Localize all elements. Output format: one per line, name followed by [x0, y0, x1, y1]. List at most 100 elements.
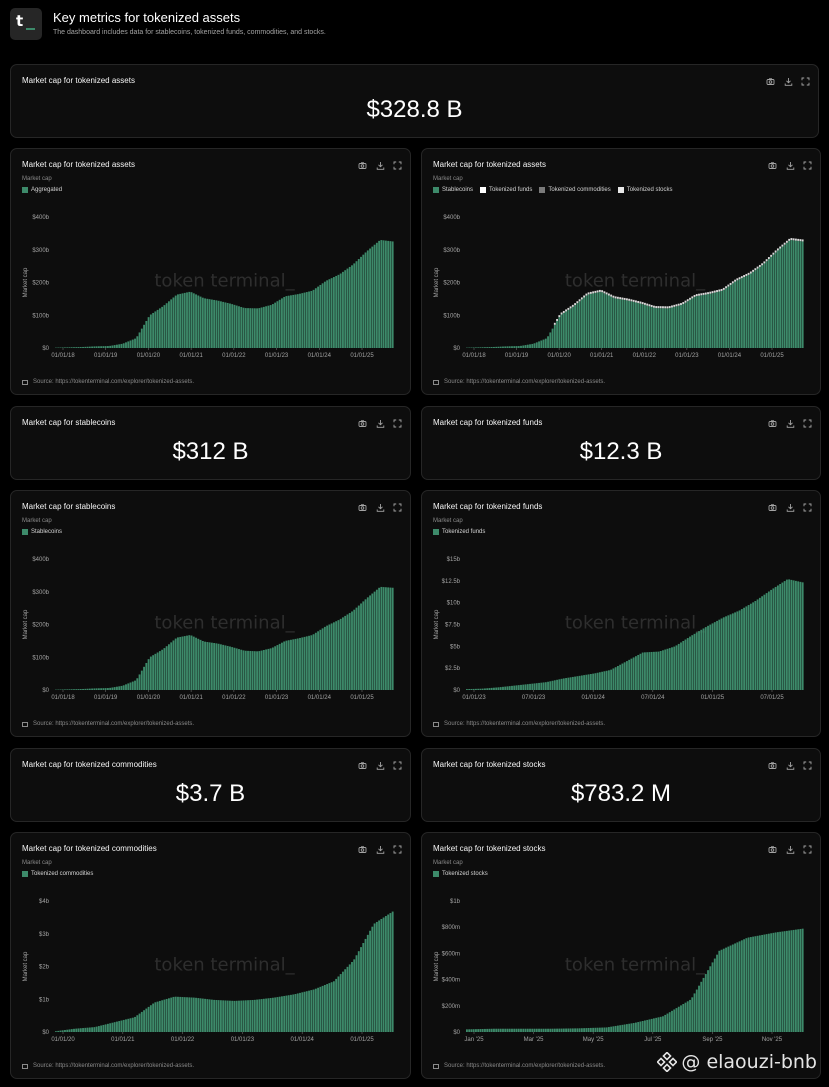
chart-bar[interactable]	[725, 616, 727, 690]
chart-bar[interactable]	[267, 998, 270, 1032]
chart-bar[interactable]	[136, 1015, 139, 1032]
chart-bar[interactable]	[756, 268, 759, 348]
chart-bar[interactable]	[517, 1028, 520, 1032]
chart-bar[interactable]	[639, 303, 642, 348]
chart-bar[interactable]	[172, 996, 175, 1032]
chart-bar[interactable]	[122, 1019, 125, 1032]
chart-bar[interactable]	[639, 1021, 642, 1032]
chart-bar[interactable]	[312, 289, 315, 348]
chart-bar[interactable]	[143, 324, 145, 348]
camera-icon[interactable]	[768, 419, 777, 428]
chart-bar[interactable]	[774, 586, 777, 690]
chart-bar[interactable]	[294, 638, 297, 690]
chart-bar[interactable]	[644, 1020, 646, 1032]
chart-bar[interactable]	[163, 648, 166, 690]
chart-bar[interactable]	[335, 978, 338, 1032]
chart-bar[interactable]	[206, 298, 209, 348]
stacked-bar-segment[interactable]	[587, 292, 590, 295]
chart-bar[interactable]	[344, 270, 347, 348]
chart-bar[interactable]	[758, 266, 761, 348]
chart-bar[interactable]	[797, 929, 800, 1032]
chart-bar[interactable]	[70, 689, 73, 690]
chart-bar[interactable]	[256, 999, 258, 1032]
stacked-bar-segment[interactable]	[767, 257, 770, 260]
chart-bar[interactable]	[106, 346, 109, 348]
chart-bar[interactable]	[470, 1029, 473, 1032]
chart-bar[interactable]	[224, 645, 227, 690]
chart-bar[interactable]	[648, 652, 651, 690]
chart-bar[interactable]	[616, 298, 619, 348]
chart-bar[interactable]	[504, 346, 507, 348]
chart-bar[interactable]	[238, 649, 240, 690]
chart-bar[interactable]	[120, 343, 123, 348]
stacked-bar-segment[interactable]	[662, 306, 664, 309]
chart-bar[interactable]	[621, 1024, 624, 1032]
chart-bar[interactable]	[321, 985, 324, 1032]
chart-bar[interactable]	[515, 346, 518, 348]
chart-bar[interactable]	[484, 688, 486, 690]
chart-bar[interactable]	[190, 292, 193, 348]
chart-bar[interactable]	[583, 675, 586, 690]
chart-bar[interactable]	[77, 1028, 80, 1032]
chart-bar[interactable]	[129, 1018, 132, 1032]
stacked-bar-segment[interactable]	[671, 305, 673, 308]
chart-bar[interactable]	[389, 241, 392, 348]
chart-bar[interactable]	[152, 1003, 155, 1032]
stacked-bar-segment[interactable]	[677, 303, 680, 306]
chart-bar[interactable]	[612, 1026, 615, 1032]
chart-bar[interactable]	[312, 634, 315, 690]
stacked-bar-segment[interactable]	[686, 299, 689, 302]
chart-bar[interactable]	[149, 314, 152, 348]
chart-bar[interactable]	[362, 601, 365, 690]
chart-bar[interactable]	[231, 647, 234, 690]
chart-bar[interactable]	[727, 286, 730, 348]
stacked-bar-segment[interactable]	[752, 269, 755, 272]
chart-bar[interactable]	[222, 301, 225, 348]
chart-bar[interactable]	[540, 682, 543, 690]
chart-bar[interactable]	[82, 346, 84, 348]
chart-bar[interactable]	[79, 689, 82, 690]
chart-bar[interactable]	[662, 1016, 664, 1032]
chart-bar[interactable]	[158, 308, 161, 348]
chart-bar[interactable]	[271, 647, 274, 690]
chart-bar[interactable]	[695, 296, 698, 348]
chart-bar[interactable]	[499, 1028, 502, 1032]
chart-bar[interactable]	[111, 345, 114, 348]
chart-bar[interactable]	[242, 650, 245, 690]
chart-bar[interactable]	[587, 294, 590, 348]
chart-bar[interactable]	[522, 684, 525, 690]
chart-bar[interactable]	[326, 625, 329, 690]
stacked-bar-segment[interactable]	[718, 289, 721, 292]
chart-bar[interactable]	[177, 996, 179, 1032]
chart-bar[interactable]	[357, 951, 360, 1032]
chart-bar[interactable]	[549, 1028, 552, 1032]
chart-bar[interactable]	[571, 1028, 574, 1032]
chart-bar[interactable]	[262, 998, 265, 1032]
chart-bar[interactable]	[571, 306, 574, 348]
camera-icon[interactable]	[358, 761, 367, 770]
chart-bar[interactable]	[75, 689, 78, 690]
chart-bar[interactable]	[195, 294, 197, 348]
stacked-bar-segment[interactable]	[680, 303, 682, 306]
chart-bar[interactable]	[384, 916, 387, 1032]
chart-bar[interactable]	[646, 1019, 649, 1032]
chart-bar[interactable]	[668, 648, 671, 690]
chart-bar[interactable]	[186, 997, 188, 1032]
chart-bar[interactable]	[794, 580, 797, 690]
chart-bar[interactable]	[583, 1028, 586, 1032]
chart-bar[interactable]	[165, 998, 168, 1032]
chart-bar[interactable]	[524, 684, 527, 690]
stacked-bar-segment[interactable]	[641, 302, 644, 305]
chart-bar[interactable]	[269, 998, 272, 1032]
chart-bar[interactable]	[607, 1027, 610, 1032]
chart-bar[interactable]	[339, 273, 342, 348]
chart-bar[interactable]	[145, 662, 148, 690]
chart-bar[interactable]	[704, 294, 707, 348]
chart-bar[interactable]	[387, 914, 390, 1032]
chart-bar[interactable]	[637, 1022, 640, 1032]
chart-bar[interactable]	[156, 652, 159, 690]
chart-bar[interactable]	[644, 304, 646, 348]
stacked-bar-segment[interactable]	[623, 297, 626, 300]
chart-bar[interactable]	[391, 587, 394, 690]
chart-bar[interactable]	[235, 1000, 238, 1032]
